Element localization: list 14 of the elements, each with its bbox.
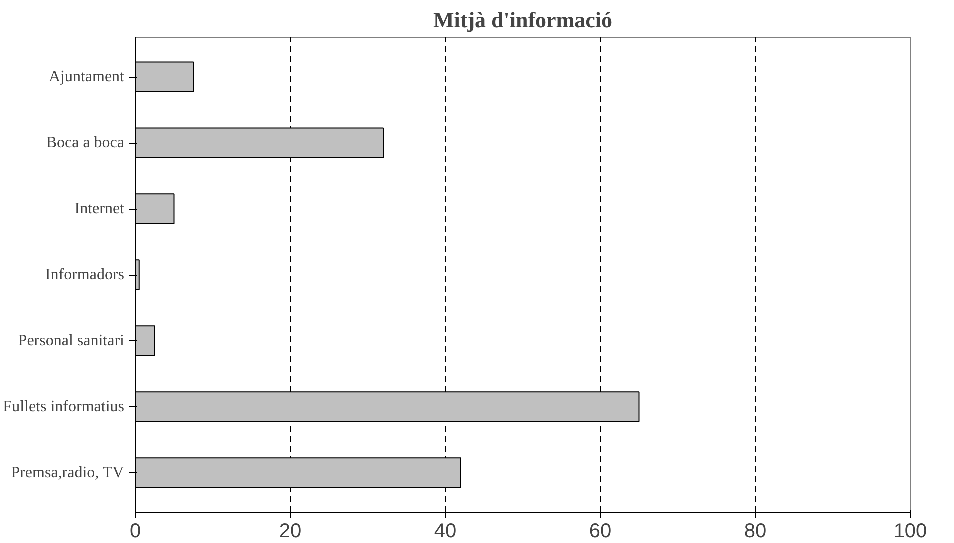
x-tick-label: 40 [434, 520, 457, 542]
y-tick-label: Personal sanitari [18, 332, 126, 350]
y-tick-label: Fullets informatius [3, 398, 124, 416]
x-tick-label: 60 [589, 520, 612, 542]
x-tick-label: 0 [130, 520, 142, 542]
y-tick-label: Internet [74, 200, 126, 218]
y-tick-label: Boca a boca [46, 134, 125, 152]
y-tick-label: Informadors [45, 266, 125, 284]
x-tick-label: 20 [279, 520, 302, 542]
x-tick-label: 100 [894, 520, 928, 542]
chart-title: Mitjà d'informació [433, 8, 613, 32]
y-tick-label: Ajuntament [48, 68, 126, 86]
x-tick-label: 80 [744, 520, 767, 542]
y-tick-label: Premsa,radio, TV [11, 464, 125, 482]
